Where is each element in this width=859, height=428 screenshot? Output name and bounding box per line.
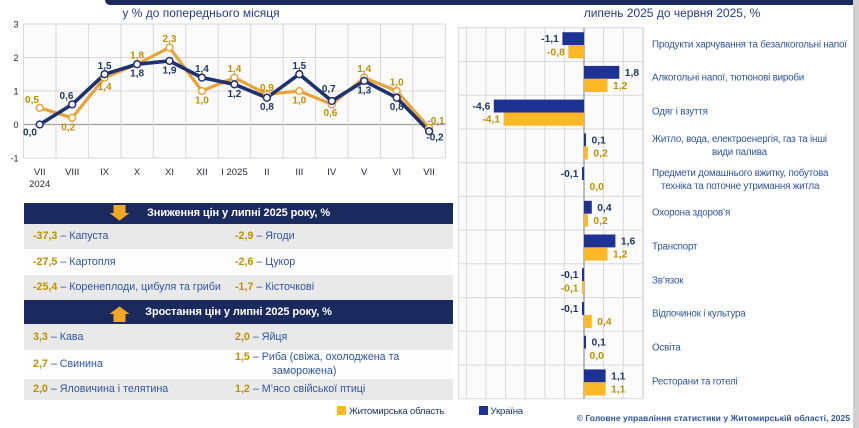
- svg-text:2024: 2024: [29, 179, 50, 190]
- svg-text:1,1: 1,1: [611, 385, 626, 396]
- svg-text:V: V: [361, 167, 368, 178]
- svg-text:0: 0: [13, 120, 18, 130]
- svg-text:1,4: 1,4: [227, 64, 241, 75]
- svg-text:1,2: 1,2: [227, 89, 241, 100]
- svg-text:0,6: 0,6: [323, 108, 337, 119]
- svg-text:0,8: 0,8: [390, 102, 404, 113]
- svg-text:1,4: 1,4: [195, 64, 209, 75]
- svg-text:-0,1: -0,1: [561, 283, 579, 294]
- svg-text:1,0: 1,0: [390, 78, 404, 89]
- svg-text:1,3: 1,3: [357, 85, 371, 96]
- svg-text:1,0: 1,0: [195, 96, 209, 107]
- svg-text:-0,1: -0,1: [427, 116, 445, 127]
- svg-text:II: II: [264, 167, 269, 178]
- svg-text:0,0: 0,0: [590, 351, 605, 362]
- svg-text:IV: IV: [327, 167, 337, 178]
- svg-text:1,4: 1,4: [98, 82, 112, 93]
- svg-text:VII: VII: [34, 167, 46, 178]
- svg-text:0,2: 0,2: [593, 216, 608, 227]
- svg-text:1,2: 1,2: [613, 81, 628, 92]
- svg-text:VII: VII: [423, 167, 435, 178]
- svg-text:VI: VI: [392, 167, 401, 178]
- svg-text:0,8: 0,8: [260, 102, 274, 113]
- svg-text:III: III: [295, 167, 303, 178]
- svg-text:0,6: 0,6: [60, 91, 74, 102]
- svg-text:X: X: [134, 167, 141, 178]
- svg-text:-4,1: -4,1: [482, 115, 500, 126]
- svg-text:0,0: 0,0: [590, 182, 605, 193]
- svg-text:1,8: 1,8: [625, 68, 640, 79]
- svg-text:0,4: 0,4: [597, 317, 612, 328]
- svg-text:XII: XII: [196, 167, 208, 178]
- svg-text:0,0: 0,0: [23, 128, 37, 139]
- svg-text:2,3: 2,3: [163, 34, 177, 45]
- svg-text:3: 3: [13, 20, 18, 30]
- svg-text:-0,1: -0,1: [561, 169, 579, 180]
- svg-text:1,0: 1,0: [292, 96, 306, 107]
- svg-text:0,9: 0,9: [260, 83, 274, 94]
- svg-text:-0,1: -0,1: [561, 304, 579, 315]
- svg-text:I 2025: I 2025: [221, 167, 247, 178]
- svg-text:0,1: 0,1: [592, 135, 607, 146]
- svg-text:-0,1: -0,1: [561, 270, 579, 281]
- svg-text:0,4: 0,4: [597, 203, 612, 214]
- svg-text:-0,8: -0,8: [547, 47, 565, 58]
- svg-text:0,2: 0,2: [61, 122, 75, 133]
- svg-text:1,8: 1,8: [130, 51, 144, 62]
- svg-text:VIII: VIII: [65, 167, 79, 178]
- svg-text:1,9: 1,9: [163, 65, 177, 76]
- svg-text:0,2: 0,2: [593, 149, 608, 160]
- svg-text:1: 1: [13, 87, 18, 97]
- svg-text:0,1: 0,1: [592, 338, 607, 349]
- svg-text:1,5: 1,5: [98, 61, 112, 72]
- svg-text:-1,1: -1,1: [541, 34, 559, 45]
- svg-text:1,6: 1,6: [621, 237, 636, 248]
- svg-text:1,8: 1,8: [130, 69, 144, 80]
- svg-text:1,1: 1,1: [611, 371, 626, 382]
- svg-text:IX: IX: [100, 167, 110, 178]
- svg-text:1,5: 1,5: [292, 61, 306, 72]
- svg-text:0,7: 0,7: [322, 84, 336, 95]
- svg-text:2: 2: [13, 53, 18, 63]
- svg-text:-4,6: -4,6: [473, 102, 491, 113]
- svg-text:XI: XI: [165, 167, 174, 178]
- svg-text:-0,2: -0,2: [426, 133, 444, 144]
- svg-text:-1: -1: [10, 154, 18, 164]
- svg-text:1,2: 1,2: [613, 250, 628, 261]
- svg-text:1,4: 1,4: [357, 64, 371, 75]
- svg-text:0,5: 0,5: [25, 95, 39, 106]
